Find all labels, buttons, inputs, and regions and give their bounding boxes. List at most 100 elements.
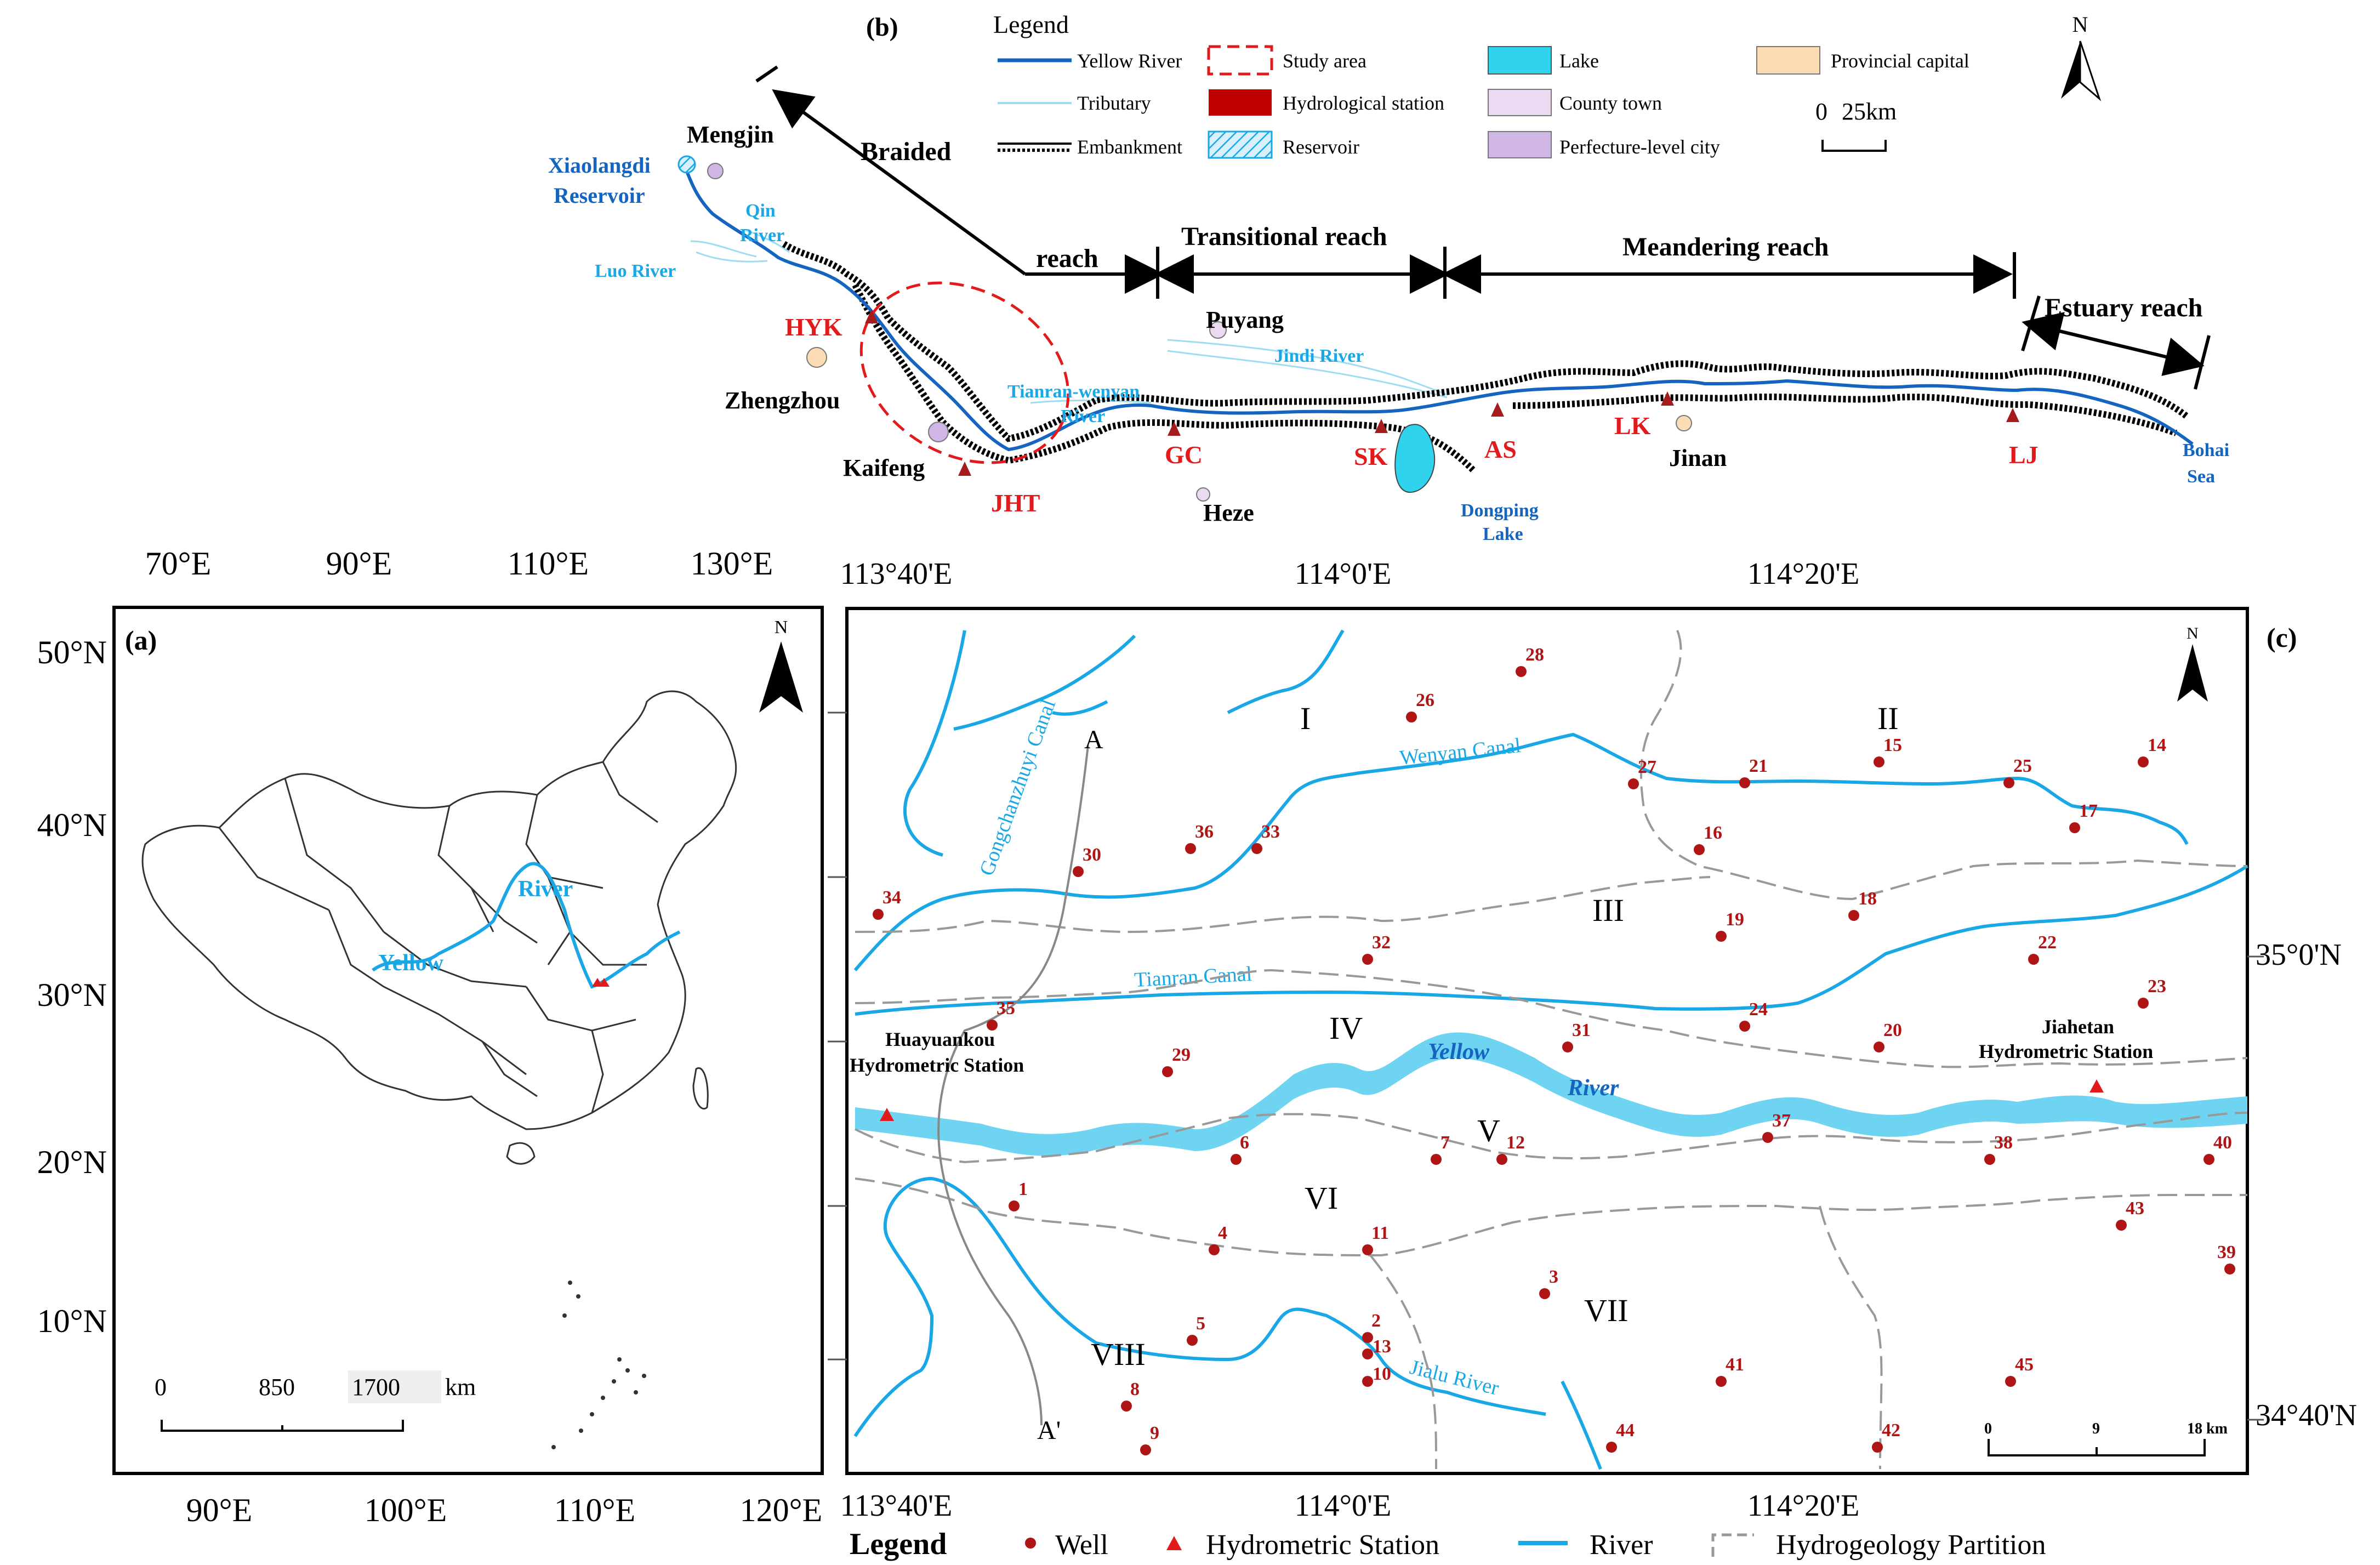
- label-puyang: Puyang: [1206, 306, 1284, 333]
- panel-c-tag: (c): [2267, 622, 2297, 653]
- svg-text:20°N: 20°N: [37, 1144, 107, 1180]
- svg-text:114°20'E: 114°20'E: [1747, 557, 1860, 591]
- label-kaifeng: Kaifeng: [843, 454, 925, 481]
- svg-text:31: 31: [1572, 1020, 1591, 1040]
- panel-b-scale-bar: 0 25km: [1815, 98, 1897, 152]
- legend-study-area-symbol: [1207, 45, 1273, 76]
- svg-text:24: 24: [1749, 999, 1768, 1020]
- panel-b-north-arrow: N: [2061, 12, 2102, 101]
- panel-a-bottom-ticks: 90°E 100°E 110°E 120°E: [186, 1492, 823, 1528]
- svg-text:34°40'N: 34°40'N: [2256, 1398, 2357, 1432]
- svg-text:1700: 1700: [352, 1374, 400, 1401]
- svg-text:22: 22: [2038, 932, 2057, 953]
- china-map: [141, 690, 737, 1165]
- svg-text:18 km: 18 km: [2187, 1420, 2228, 1437]
- yellow-river-main: [684, 166, 2194, 452]
- station-label-lj: LJ: [2009, 441, 2039, 469]
- svg-text:10: 10: [1373, 1364, 1391, 1384]
- jinan-symbol: [1676, 415, 1692, 431]
- label-jiahetan-1: Jiahetan: [2042, 1016, 2114, 1038]
- panel-c-north-arrow: N: [2177, 624, 2208, 702]
- svg-text:8: 8: [1130, 1379, 1140, 1399]
- svg-text:113°40'E: 113°40'E: [840, 1489, 953, 1523]
- svg-text:16: 16: [1704, 823, 1722, 843]
- well-labels: 1 2 3 4 5 6 7 8 9 10 11 12 13 14 15 16 1…: [882, 645, 2236, 1443]
- svg-text:N: N: [775, 617, 788, 638]
- svg-text:27: 27: [1638, 757, 1656, 777]
- panel-b-tag: (b): [866, 13, 898, 42]
- panel-c-top-ticks: 113°40'E 114°0'E 114°20'E: [840, 557, 1860, 591]
- reach-braided-1: Braided: [861, 137, 952, 166]
- panel-c-zone-labels: I II III IV V VI VII VIII: [1091, 701, 1899, 1372]
- label-luo: Luo River: [595, 261, 676, 281]
- legend-river: River: [1590, 1529, 1653, 1561]
- svg-text:7: 7: [1440, 1133, 1450, 1153]
- panel-c-scale-bar: 0 9 18 km: [1984, 1420, 2228, 1456]
- svg-text:43: 43: [2126, 1198, 2144, 1219]
- svg-text:10°N: 10°N: [37, 1303, 107, 1339]
- svg-text:42: 42: [1882, 1420, 1900, 1441]
- legend-tributary: Tributary: [1077, 92, 1151, 114]
- station-label-hyk: HYK: [785, 313, 842, 341]
- svg-text:40°N: 40°N: [37, 807, 107, 843]
- panel-c-yellow-label-2: River: [1567, 1075, 1619, 1101]
- svg-text:0: 0: [155, 1374, 167, 1401]
- svg-text:33: 33: [1261, 822, 1280, 842]
- china-river-label-1: River: [518, 877, 573, 902]
- svg-text:6: 6: [1240, 1133, 1249, 1153]
- svg-text:41: 41: [1726, 1355, 1744, 1375]
- label-dongping-1: Dongping: [1461, 500, 1539, 521]
- svg-text:70°E: 70°E: [145, 545, 212, 582]
- svg-text:35: 35: [997, 998, 1015, 1018]
- reach-braided-2: reach: [1036, 244, 1098, 273]
- svg-text:32: 32: [1372, 932, 1391, 953]
- svg-text:113°40'E: 113°40'E: [840, 557, 953, 591]
- svg-text:14: 14: [2148, 735, 2166, 755]
- tributaries: [690, 229, 1448, 404]
- panel-c-tick-marks: [828, 712, 2264, 1421]
- legend-county-town: County town: [1559, 92, 1662, 114]
- svg-text:30°N: 30°N: [37, 977, 107, 1013]
- svg-text:1: 1: [1018, 1179, 1028, 1199]
- panel-c: (c) 113°40'E 114°0'E 114°20'E 113°40'E 1…: [828, 557, 2357, 1523]
- station-label-gc: GC: [1165, 441, 1203, 469]
- label-huayuankou-1: Huayuankou: [885, 1028, 995, 1050]
- svg-text:110°E: 110°E: [508, 545, 589, 582]
- svg-text:120°E: 120°E: [740, 1492, 823, 1528]
- legend-lake: Lake: [1559, 50, 1599, 72]
- legend-capital-symbol: [1756, 46, 1820, 75]
- panel-c-canals: [853, 629, 2248, 1470]
- svg-text:44: 44: [1616, 1420, 1635, 1441]
- svg-text:28: 28: [1525, 645, 1544, 665]
- reach-transitional: Transitional reach: [1181, 222, 1387, 251]
- reach-estuary: Estuary reach: [2045, 293, 2202, 322]
- china-river-label-2: Yellow: [378, 951, 444, 976]
- svg-text:36: 36: [1195, 822, 1214, 842]
- label-bohai-1: Bohai: [2183, 440, 2229, 460]
- svg-text:0: 0: [1815, 98, 1827, 125]
- station-label-sk: SK: [1354, 442, 1388, 470]
- panel-a-frame: [112, 606, 824, 1475]
- label-zhengzhou: Zhengzhou: [725, 387, 840, 414]
- panel-c-legend-title: Legend: [850, 1527, 947, 1561]
- south-sea-islands: [551, 1281, 646, 1449]
- panel-a-tag: (a): [125, 625, 157, 656]
- svg-text:9: 9: [2092, 1420, 2100, 1437]
- legend-well-symbol: [1025, 1538, 1036, 1549]
- svg-text:III: III: [1592, 892, 1624, 928]
- svg-text:39: 39: [2217, 1242, 2236, 1262]
- svg-text:26: 26: [1416, 690, 1434, 710]
- section-label-a: A: [1084, 725, 1103, 754]
- panel-a-north-arrow: N: [759, 617, 803, 713]
- puyang-symbol: [1209, 321, 1227, 339]
- panel-c-frame: [845, 607, 2249, 1475]
- wells: [873, 666, 2235, 1455]
- svg-text:13: 13: [1373, 1336, 1391, 1357]
- svg-text:V: V: [1477, 1113, 1500, 1148]
- label-qin-2: River: [740, 225, 784, 246]
- legend-station: Hydrometric Station: [1206, 1529, 1439, 1561]
- legend-partition-symbol: [1711, 1533, 1754, 1557]
- legend-hydro-station-symbol: [1209, 89, 1272, 116]
- legend-county-town-symbol: [1488, 89, 1552, 116]
